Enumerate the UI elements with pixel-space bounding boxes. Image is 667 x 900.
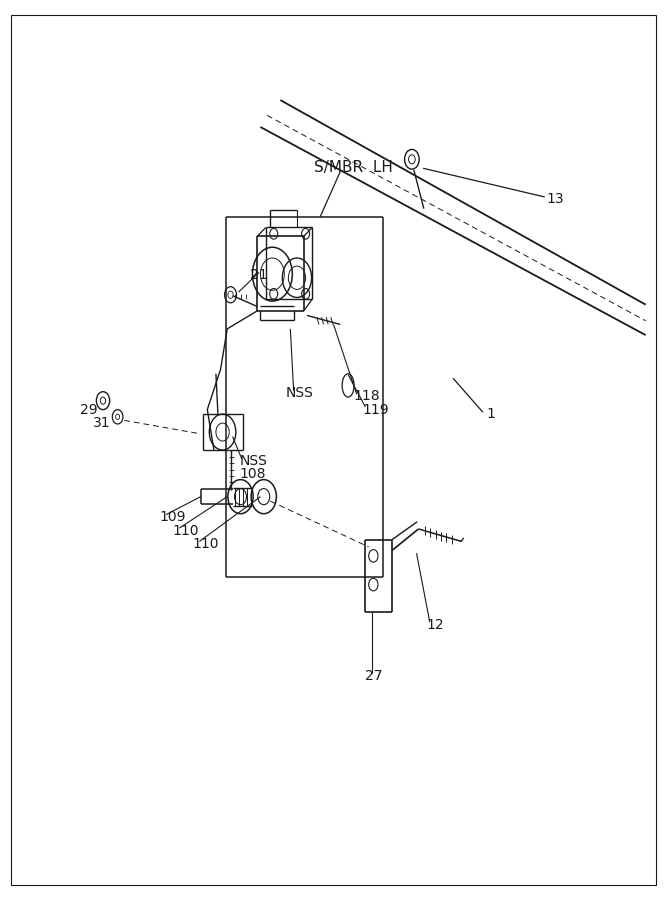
Text: 12: 12 <box>426 618 444 632</box>
Text: NSS: NSS <box>285 385 313 400</box>
Text: 119: 119 <box>362 402 389 417</box>
Text: 108: 108 <box>239 467 265 482</box>
Text: 31: 31 <box>93 416 111 430</box>
Text: 21: 21 <box>251 268 268 282</box>
Text: 1: 1 <box>486 407 495 421</box>
Text: 110: 110 <box>173 524 199 537</box>
Text: NSS: NSS <box>239 454 267 468</box>
Text: 29: 29 <box>80 402 97 417</box>
Text: 27: 27 <box>366 669 383 683</box>
Text: 109: 109 <box>159 510 186 525</box>
Text: 118: 118 <box>354 389 380 403</box>
Text: 13: 13 <box>546 192 564 206</box>
Text: S/MBR  LH: S/MBR LH <box>313 160 392 175</box>
Text: 110: 110 <box>193 537 219 551</box>
